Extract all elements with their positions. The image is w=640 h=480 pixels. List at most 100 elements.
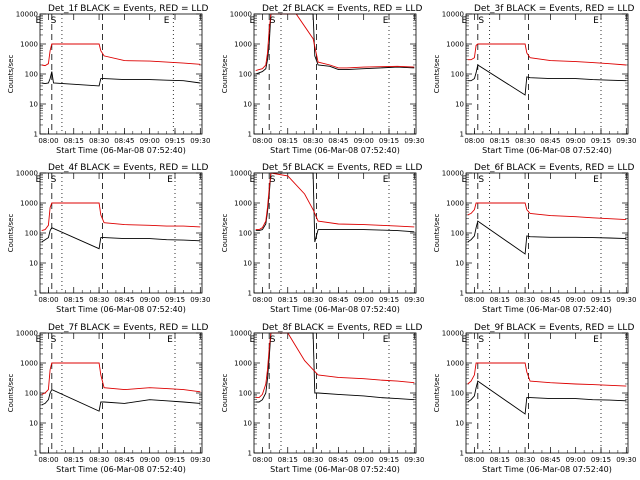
x-tick-label: 09:30 [190, 137, 210, 145]
x-tick-label: 08:45 [328, 296, 348, 304]
series-line-events [255, 332, 415, 403]
phase-marker-label: E [249, 175, 255, 185]
x-tick-label: 09:00 [566, 137, 586, 145]
x-tick-label: 08:45 [540, 137, 560, 145]
y-tick-label: 1000 [234, 41, 252, 49]
y-tick-label: 10 [29, 101, 38, 109]
series-line-lld [255, 332, 415, 399]
series-line-lld [41, 362, 201, 395]
x-tick-label: 08:00 [464, 137, 484, 145]
x-tick-label: 08:30 [89, 456, 109, 464]
x-tick-label: 09:30 [616, 296, 636, 304]
phase-marker-label: E [35, 335, 41, 345]
y-tick-label: 1 [34, 131, 38, 139]
x-tick-label: 09:30 [190, 456, 210, 464]
y-tick-label: 100 [239, 390, 252, 398]
panel-title: Det_1f BLACK = Events, RED = LLD [48, 4, 208, 14]
x-axis-label: Start Time (06-Mar-08 07:52:40) [482, 465, 612, 474]
series-line-events [41, 389, 201, 412]
x-tick-label: 08:15 [64, 456, 84, 464]
x-tick-label: 08:00 [464, 296, 484, 304]
x-tick-label: 08:45 [540, 296, 560, 304]
x-tick-label: 09:30 [404, 137, 424, 145]
phase-marker-label: E [383, 175, 389, 185]
detector-panel-2: Det_2f BLACK = Events, RED = LLD 1 10 100 10… [221, 4, 424, 155]
x-tick-label: 08:00 [38, 137, 58, 145]
phase-marker-label: E [164, 16, 170, 26]
phase-marker-label: S [478, 335, 484, 345]
y-tick-label: 100 [25, 390, 38, 398]
detector-panel-1: Det_1f BLACK = Events, RED = LLD 1 10 100 10… [7, 4, 210, 155]
phase-marker-label: S [51, 175, 57, 185]
phase-marker-label: E [167, 175, 173, 185]
x-tick-label: 08:30 [303, 137, 323, 145]
x-tick-label: 08:15 [490, 296, 510, 304]
x-tick-label: 08:00 [252, 456, 272, 464]
plot-frame [253, 13, 417, 135]
phase-marker-label: E [167, 335, 173, 345]
series-line-lld [467, 43, 627, 66]
panel-title: Det_8f BLACK = Events, RED = LLD [262, 323, 422, 333]
x-axis-label: Start Time (06-Mar-08 07:52:40) [482, 146, 612, 155]
phase-marker-label: E [461, 16, 467, 26]
x-tick-label: 08:30 [515, 456, 535, 464]
phase-marker-label: S [51, 16, 57, 26]
series-line-events [467, 220, 627, 255]
y-axis-label: Counts/sec [7, 55, 15, 94]
y-tick-label: 1000 [20, 360, 38, 368]
x-tick-label: 09:00 [354, 137, 374, 145]
x-tick-label: 08:15 [490, 137, 510, 145]
detector-panel-9: Det_9f BLACK = Events, RED = LLD 1 10 100 10… [433, 323, 636, 474]
x-tick-label: 08:15 [64, 137, 84, 145]
y-tick-label: 100 [451, 390, 464, 398]
y-tick-label: 10000 [16, 11, 38, 19]
y-tick-label: 100 [25, 71, 38, 79]
phase-marker-label: E [461, 175, 467, 185]
x-axis-label: Start Time (06-Mar-08 07:52:40) [270, 146, 400, 155]
y-tick-label: 10 [243, 101, 252, 109]
series-line-lld [255, 13, 415, 72]
x-tick-label: 09:00 [566, 456, 586, 464]
phase-marker-label: S [51, 335, 57, 345]
y-axis-label: Counts/sec [221, 214, 229, 253]
series-line-events [41, 71, 201, 87]
panel-title: Det_2f BLACK = Events, RED = LLD [262, 4, 422, 14]
x-tick-label: 08:00 [38, 456, 58, 464]
y-tick-label: 100 [451, 230, 464, 238]
x-tick-label: 09:30 [190, 296, 210, 304]
plot-frame [39, 172, 203, 294]
y-axis-label: Counts/sec [433, 214, 441, 253]
y-tick-label: 10000 [16, 170, 38, 178]
phase-marker-label: E [593, 175, 599, 185]
y-axis-label: Counts/sec [221, 55, 229, 94]
detector-panel-3: Det_3f BLACK = Events, RED = LLD 1 10 100 10… [433, 4, 636, 155]
series-line-events [41, 227, 201, 250]
x-tick-label: 09:15 [591, 296, 611, 304]
x-tick-label: 08:00 [38, 296, 58, 304]
plot-frame [253, 332, 417, 454]
panel-title: Det_6f BLACK = Events, RED = LLD [474, 163, 634, 173]
phase-marker-label: E [593, 16, 599, 26]
x-tick-label: 09:00 [354, 456, 374, 464]
y-tick-label: 1000 [234, 200, 252, 208]
x-tick-label: 08:30 [303, 296, 323, 304]
series-line-lld [467, 362, 627, 387]
x-tick-label: 08:30 [89, 296, 109, 304]
x-tick-label: 09:15 [379, 456, 399, 464]
y-tick-label: 1 [460, 450, 464, 458]
y-axis-label: Counts/sec [221, 374, 229, 413]
x-axis-label: Start Time (06-Mar-08 07:52:40) [270, 305, 400, 314]
phase-marker-label: E [249, 16, 255, 26]
panel-title: Det_3f BLACK = Events, RED = LLD [474, 4, 634, 14]
y-tick-label: 1000 [234, 360, 252, 368]
x-axis-label: Start Time (06-Mar-08 07:52:40) [270, 465, 400, 474]
y-tick-label: 100 [25, 230, 38, 238]
x-tick-label: 09:00 [566, 296, 586, 304]
x-tick-label: 09:15 [379, 137, 399, 145]
y-tick-label: 10 [29, 420, 38, 428]
y-tick-label: 1 [248, 290, 252, 298]
x-tick-label: 09:15 [379, 296, 399, 304]
x-tick-label: 08:30 [515, 296, 535, 304]
x-tick-label: 08:15 [490, 456, 510, 464]
detector-panel-5: Det_5f BLACK = Events, RED = LLD 1 10 100 10… [221, 163, 424, 314]
